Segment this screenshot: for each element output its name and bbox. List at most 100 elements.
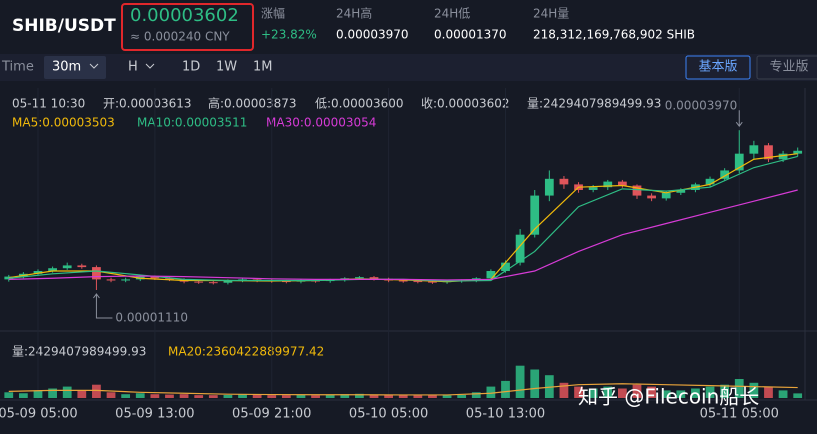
stat-value: 218,312,169,768,902 SHIB	[533, 28, 695, 42]
x-tick-label: 05-11 05:00	[700, 407, 779, 422]
ma-line	[8, 155, 798, 282]
annotation-label: 0.00003970	[665, 99, 738, 113]
volume-bar	[355, 393, 364, 398]
volume-bar	[384, 395, 394, 398]
ma-line	[8, 383, 798, 396]
info-time: 05-11 10:30	[12, 97, 85, 111]
ma-legend: MA10:0.00003511	[137, 116, 247, 130]
volume-bar	[121, 394, 131, 398]
candle-body	[778, 153, 788, 160]
volume-bar	[720, 384, 730, 398]
volume-bar	[413, 395, 423, 398]
watermark: 知乎 @Filecoin船长	[578, 385, 759, 409]
mode-button[interactable]	[685, 55, 751, 80]
last-price: 0.00003602	[130, 5, 239, 26]
volume-bar	[749, 382, 759, 398]
stat-label: 涨幅	[261, 6, 285, 21]
volume-bar	[48, 388, 57, 398]
candle-body	[588, 187, 598, 190]
info-close: 收:0.00003602	[421, 97, 510, 111]
volume-bar	[501, 380, 510, 398]
volume-bar	[296, 394, 306, 398]
volume-bar	[661, 390, 671, 398]
candle-body	[734, 153, 744, 171]
volume-bar	[793, 393, 803, 398]
candle-body	[617, 181, 627, 186]
volume-bar	[4, 392, 14, 398]
annotation-arrow	[735, 110, 743, 128]
toolbar-bg	[0, 54, 817, 81]
candle-body	[165, 278, 174, 280]
info-low: 低:0.00003600	[315, 97, 404, 111]
interval-option[interactable]: 1D	[182, 60, 200, 75]
x-tick-label: 05-10 05:00	[349, 407, 428, 422]
volume-bar	[77, 390, 87, 398]
stat-value: +23.82%	[261, 28, 317, 42]
stat-value: 0.00001370	[434, 28, 507, 42]
candle-body	[413, 281, 423, 283]
candle-body	[62, 265, 72, 269]
x-tick-label: 05-10 13:00	[466, 407, 545, 422]
stat-label: 24H高	[336, 6, 372, 21]
volume-bar	[588, 388, 598, 398]
volume-bar	[135, 393, 145, 398]
candle-body	[603, 181, 613, 188]
volume-bar	[734, 379, 744, 398]
x-tick-label: 05-09 21:00	[232, 407, 311, 422]
volume-bar	[603, 386, 613, 398]
volume-bar	[267, 395, 277, 398]
header-bg	[0, 0, 817, 52]
interval-option[interactable]: 1W	[216, 60, 237, 75]
ma-line	[8, 189, 798, 281]
candle-body	[530, 195, 540, 235]
candle-body	[77, 265, 87, 268]
candle-body	[720, 170, 730, 179]
volume-bar	[18, 393, 28, 398]
volume-bar	[223, 394, 233, 398]
volume-bar	[676, 390, 686, 398]
volume-bar	[778, 390, 788, 398]
candle-body	[647, 195, 656, 199]
interval-select[interactable]	[44, 56, 106, 79]
candle-body	[661, 192, 671, 199]
candle-body	[632, 185, 642, 196]
volume-bar	[486, 386, 496, 398]
volume-bar	[764, 386, 773, 398]
mode-label[interactable]: 基本版	[698, 60, 737, 75]
ma-legend: MA30:0.00003054	[266, 116, 376, 130]
candle-body	[398, 280, 408, 282]
pair: SHIB/USDT	[12, 16, 116, 36]
ma-line	[8, 153, 798, 283]
mode-label[interactable]: 专业版	[769, 60, 808, 75]
candle-body	[281, 281, 291, 283]
interval-option[interactable]: 1M	[253, 60, 273, 75]
volume-bar	[179, 394, 189, 398]
interval-value[interactable]: 30m	[52, 60, 81, 75]
interval-option[interactable]: H	[128, 60, 138, 75]
candle-body	[705, 178, 715, 185]
volume-bar	[544, 375, 554, 398]
volume-ma-legend: MA20:2360422889977.42	[168, 345, 324, 359]
chevron	[89, 63, 99, 69]
candle-body	[194, 281, 204, 283]
candle-body	[150, 276, 160, 279]
candle-body	[48, 268, 57, 272]
info-open: 开:0.00003613	[103, 97, 192, 111]
volume-bar	[62, 386, 72, 398]
price-highlight	[121, 3, 254, 51]
ma-legend: MA5:0.00003503	[12, 116, 115, 130]
volume-bar	[325, 394, 335, 398]
volume-bar	[705, 386, 715, 398]
annotation-label: 0.00001110	[115, 311, 188, 325]
candle-body	[92, 267, 101, 280]
volume-bar	[238, 394, 247, 398]
volume-bar	[559, 382, 569, 398]
volume-bar	[530, 369, 540, 398]
volume-bar	[632, 384, 642, 398]
stat-label: 24H量	[533, 7, 569, 21]
volume-bar	[369, 394, 379, 398]
candle-body	[676, 189, 686, 193]
volume-bar	[617, 388, 627, 398]
mode-button[interactable]	[756, 55, 817, 80]
